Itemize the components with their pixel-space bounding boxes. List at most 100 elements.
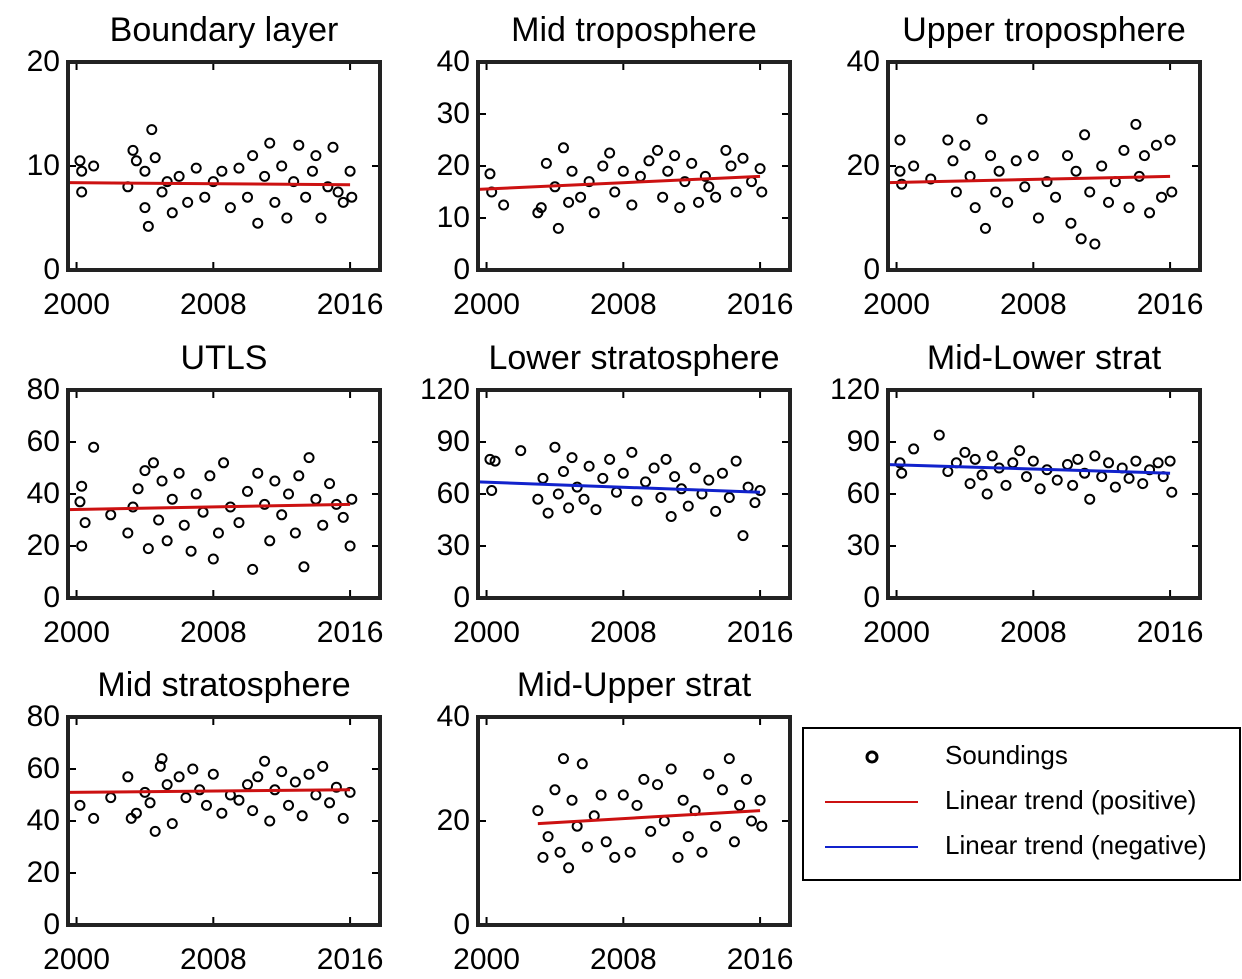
sounding [1144, 464, 1156, 476]
sounding [737, 152, 749, 164]
sounding [566, 165, 578, 177]
sounding [1010, 155, 1022, 167]
sounding [233, 162, 245, 174]
sounding [682, 500, 694, 512]
legend-marker [865, 750, 879, 764]
sounding [233, 517, 245, 529]
sounding [79, 517, 91, 529]
sounding [269, 475, 281, 487]
sounding [132, 483, 144, 495]
sounding [74, 799, 86, 811]
x-tick-label: 2016 [727, 616, 794, 649]
sounding [896, 178, 908, 190]
sounding [1084, 186, 1096, 198]
sounding [576, 758, 588, 770]
y-tick-label: 40 [437, 45, 470, 78]
sounding [746, 815, 758, 827]
sounding [1000, 479, 1012, 491]
y-tick-label: 20 [437, 804, 470, 837]
legend-label: Linear trend (negative) [945, 830, 1207, 860]
x-tick-label: 2016 [317, 288, 384, 321]
sounding [754, 163, 766, 175]
y-tick-label: 10 [437, 201, 470, 234]
sounding [942, 134, 954, 146]
y-tick-label: 40 [27, 804, 60, 837]
sounding [532, 493, 544, 505]
x-tick-label: 2000 [43, 943, 110, 976]
y-tick-label: 20 [437, 149, 470, 182]
sounding [557, 142, 569, 154]
sounding [139, 165, 151, 177]
y-tick-label: 40 [437, 700, 470, 733]
sounding [182, 196, 194, 208]
sounding [207, 768, 219, 780]
sounding [173, 170, 185, 182]
sounding [549, 784, 561, 796]
sounding [1164, 455, 1176, 467]
sounding [1079, 467, 1091, 479]
sounding [300, 191, 312, 203]
sounding [976, 113, 988, 125]
y-tick-label: 120 [830, 373, 880, 406]
sounding [1034, 483, 1046, 495]
sounding [322, 181, 334, 193]
y-tick-label: 0 [863, 253, 880, 286]
sounding [337, 511, 349, 523]
sounding [557, 465, 569, 477]
sounding [130, 155, 142, 167]
sounding [264, 137, 276, 149]
sounding [986, 450, 998, 462]
sounding [346, 493, 358, 505]
sounding [964, 478, 976, 490]
sounding [122, 771, 134, 783]
sounding [588, 207, 600, 219]
sounding [660, 453, 672, 465]
x-tick-label: 2008 [180, 616, 247, 649]
sounding [1166, 186, 1178, 198]
sounding [725, 160, 737, 172]
sounding [672, 851, 684, 863]
sounding [1065, 217, 1077, 229]
sounding [896, 467, 908, 479]
sounding [595, 789, 607, 801]
y-tick-label: 60 [27, 425, 60, 458]
sounding [617, 467, 629, 479]
sounding [703, 768, 715, 780]
sounding [723, 491, 735, 503]
sounding [1103, 457, 1115, 469]
sounding [679, 176, 691, 188]
sounding [981, 488, 993, 500]
sounding [76, 165, 88, 177]
sounding [139, 465, 151, 477]
sounding [1075, 233, 1087, 245]
sounding [218, 457, 230, 469]
sounding [212, 527, 224, 539]
sounding [166, 818, 178, 830]
sounding [597, 472, 609, 484]
sounding [1020, 471, 1032, 483]
sounding [296, 810, 308, 822]
sounding [720, 144, 732, 156]
sounding [276, 766, 288, 778]
sounding [571, 820, 583, 832]
sounding [281, 212, 293, 224]
axes-box [66, 715, 382, 927]
sounding [1084, 493, 1096, 505]
sounding [216, 807, 228, 819]
y-tick-label: 60 [437, 477, 470, 510]
sounding [1014, 445, 1026, 457]
sounding [259, 498, 271, 510]
sounding [127, 144, 139, 156]
sounding [689, 462, 701, 474]
sounding [204, 470, 216, 482]
sounding [344, 786, 356, 798]
sounding [959, 446, 971, 458]
sounding [1118, 144, 1130, 156]
y-tick-label: 30 [847, 529, 880, 562]
sounding [190, 488, 202, 500]
sounding [346, 191, 358, 203]
trend-line [887, 463, 1171, 475]
legend-label: Linear trend (positive) [945, 785, 1196, 815]
axes-box [886, 60, 1202, 272]
sounding [537, 472, 549, 484]
